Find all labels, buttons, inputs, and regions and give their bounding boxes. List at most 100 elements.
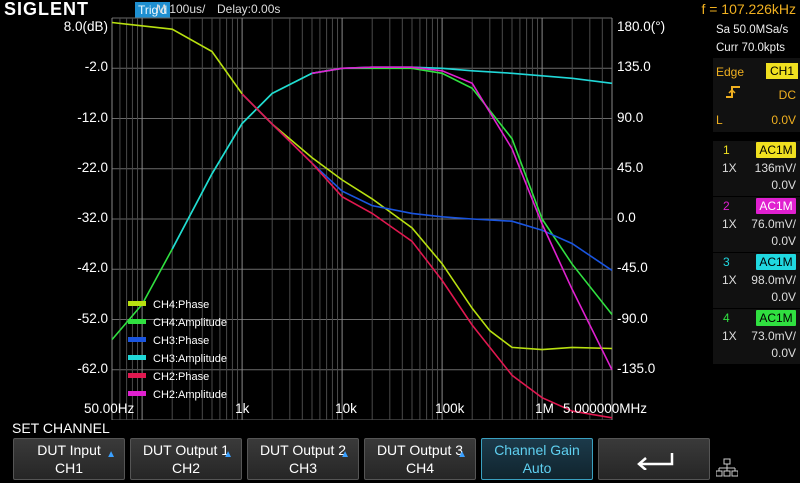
memory-depth: Curr 70.0kpts bbox=[716, 42, 786, 54]
softkey-label: Channel Gain bbox=[494, 442, 580, 458]
return-arrow-icon bbox=[637, 453, 674, 470]
channel-offset: 0.0V bbox=[771, 290, 796, 304]
menu-title: SET CHANNEL bbox=[12, 420, 110, 436]
x-axis-tick: 5.000000MHz bbox=[563, 401, 648, 416]
trigger-panel[interactable]: Edge CH1 DC L 0.0V bbox=[713, 58, 800, 132]
legend-swatch bbox=[128, 319, 146, 324]
left-axis-tick: 8.0(dB) bbox=[63, 19, 108, 34]
series-ch2-phase bbox=[241, 93, 613, 419]
plot-grid bbox=[111, 17, 613, 420]
channel-offset: 0.0V bbox=[771, 178, 796, 192]
channel-probe: 1X bbox=[722, 217, 737, 231]
x-axis-tick: 1M bbox=[535, 401, 554, 416]
trigger-level-label: L bbox=[716, 113, 723, 127]
legend-swatch bbox=[128, 337, 146, 342]
brand-logo: SIGLENT bbox=[4, 0, 90, 19]
right-axis-tick: -45.0 bbox=[617, 260, 648, 276]
right-axis-tick: 180.0(°) bbox=[617, 19, 666, 34]
dut-output-2-softkey[interactable]: DUT Output 2 CH3 ▲ bbox=[247, 438, 359, 480]
timebase-readout[interactable]: M 100us/ bbox=[156, 2, 206, 16]
right-axis-tick: -90.0 bbox=[617, 310, 648, 326]
series-ch4-phase bbox=[111, 21, 613, 351]
legend-label: CH3:Amplitude bbox=[153, 353, 227, 365]
softkey-value: CH2 bbox=[171, 460, 200, 476]
channel-probe: 1X bbox=[722, 273, 737, 287]
right-axis-tick: -135.0 bbox=[617, 360, 656, 376]
channel-number: 3 bbox=[723, 255, 730, 269]
right-axis-tick: 45.0 bbox=[617, 159, 644, 175]
trigger-source-badge: CH1 bbox=[766, 63, 798, 79]
network-icon bbox=[715, 458, 739, 483]
trigger-type: Edge bbox=[716, 65, 745, 79]
channel-coupling-badge: AC1M bbox=[756, 254, 796, 270]
plot-legend: CH4:Phase CH4:Amplitude CH3:Phase CH3:Ampli… bbox=[128, 299, 227, 401]
right-axis-tick: 90.0 bbox=[617, 109, 644, 125]
legend-label: CH3:Phase bbox=[153, 335, 209, 347]
softkey-label: DUT Output 2 bbox=[259, 442, 347, 458]
top-status-bar bbox=[0, 0, 800, 20]
series-ch3-amplitude bbox=[171, 66, 613, 250]
x-axis-tick: 100k bbox=[435, 401, 465, 416]
left-axis-tick: -62.0 bbox=[77, 360, 108, 376]
channel-scale: 98.0mV/ bbox=[751, 273, 796, 287]
softkey-label: DUT Output 1 bbox=[142, 442, 230, 458]
adjust-knob-icon: ▲ bbox=[223, 449, 233, 460]
softkey-value: Auto bbox=[522, 460, 552, 476]
dut-output-3-softkey[interactable]: DUT Output 3 CH4 ▲ bbox=[364, 438, 476, 480]
softkey-value: CH1 bbox=[54, 460, 83, 476]
softkey-label: DUT Output 3 bbox=[376, 442, 464, 458]
channel-probe: 1X bbox=[722, 329, 737, 343]
channel-coupling-badge: AC1M bbox=[756, 198, 796, 214]
frequency-readout: f = 107.226kHz bbox=[701, 1, 796, 17]
dut-output-1-softkey[interactable]: DUT Output 1 CH2 ▲ bbox=[130, 438, 242, 480]
legend-label: CH2:Amplitude bbox=[153, 389, 227, 401]
channel-1-panel[interactable]: 1 AC1M 1X 136mV/ 0.0V bbox=[713, 141, 800, 196]
trigger-status-badge: Trig'd bbox=[135, 2, 171, 18]
right-axis-tick: 135.0 bbox=[617, 59, 651, 75]
trigger-level: 0.0V bbox=[771, 113, 796, 127]
x-axis-tick: 10k bbox=[335, 401, 357, 416]
adjust-knob-icon: ▲ bbox=[457, 449, 467, 460]
delay-readout[interactable]: Delay:0.00s bbox=[217, 2, 281, 16]
legend-swatch bbox=[128, 355, 146, 360]
channel-offset: 0.0V bbox=[771, 346, 796, 360]
channel-3-panel[interactable]: 3 AC1M 1X 98.0mV/ 0.0V bbox=[713, 253, 800, 308]
x-axis-tick: 1k bbox=[235, 401, 250, 416]
plot-curves bbox=[111, 21, 613, 419]
channel-2-panel[interactable]: 2 AC1M 1X 76.0mV/ 0.0V bbox=[713, 197, 800, 252]
trigger-coupling: DC bbox=[778, 88, 796, 102]
rising-edge-icon bbox=[725, 85, 741, 104]
channel-scale: 76.0mV/ bbox=[751, 217, 796, 231]
bode-plot: CH4:Phase CH4:Amplitude CH3:Phase CH3:Ampli… bbox=[111, 17, 613, 420]
left-axis-tick: -32.0 bbox=[77, 210, 108, 225]
channel-scale: 73.0mV/ bbox=[751, 329, 796, 343]
channel-4-panel[interactable]: 4 AC1M 1X 73.0mV/ 0.0V bbox=[713, 309, 800, 364]
right-axis-tick: 0.0 bbox=[617, 210, 636, 225]
left-axis-tick: -12.0 bbox=[77, 109, 108, 125]
left-axis-tick: -52.0 bbox=[77, 310, 108, 326]
x-axis-tick: 50.00Hz bbox=[84, 401, 135, 416]
legend-label: CH4:Amplitude bbox=[153, 317, 227, 329]
legend-swatch bbox=[128, 301, 146, 306]
legend-label: CH2:Phase bbox=[153, 371, 209, 383]
left-axis-tick: -2.0 bbox=[84, 59, 108, 75]
channel-probe: 1X bbox=[722, 161, 737, 175]
channel-scale: 136mV/ bbox=[754, 161, 796, 175]
left-axis-tick: -42.0 bbox=[77, 260, 108, 276]
channel-coupling-badge: AC1M bbox=[756, 310, 796, 326]
channel-gain-softkey[interactable]: Channel Gain Auto bbox=[481, 438, 593, 480]
legend-label: CH4:Phase bbox=[153, 299, 209, 311]
channel-coupling-badge: AC1M bbox=[756, 142, 796, 158]
adjust-knob-icon: ▲ bbox=[106, 449, 116, 460]
sample-rate: Sa 50.0MSa/s bbox=[716, 24, 789, 36]
channel-offset: 0.0V bbox=[771, 234, 796, 248]
dut-input-softkey[interactable]: DUT Input CH1 ▲ bbox=[13, 438, 125, 480]
adjust-knob-icon: ▲ bbox=[340, 449, 350, 460]
softkey-label: DUT Input bbox=[37, 442, 101, 458]
channel-number: 4 bbox=[723, 311, 730, 325]
left-axis-tick: -22.0 bbox=[77, 159, 108, 175]
return-softkey[interactable] bbox=[598, 438, 710, 480]
legend-swatch bbox=[128, 373, 146, 378]
legend-swatch bbox=[128, 391, 146, 396]
channel-number: 1 bbox=[723, 143, 730, 157]
